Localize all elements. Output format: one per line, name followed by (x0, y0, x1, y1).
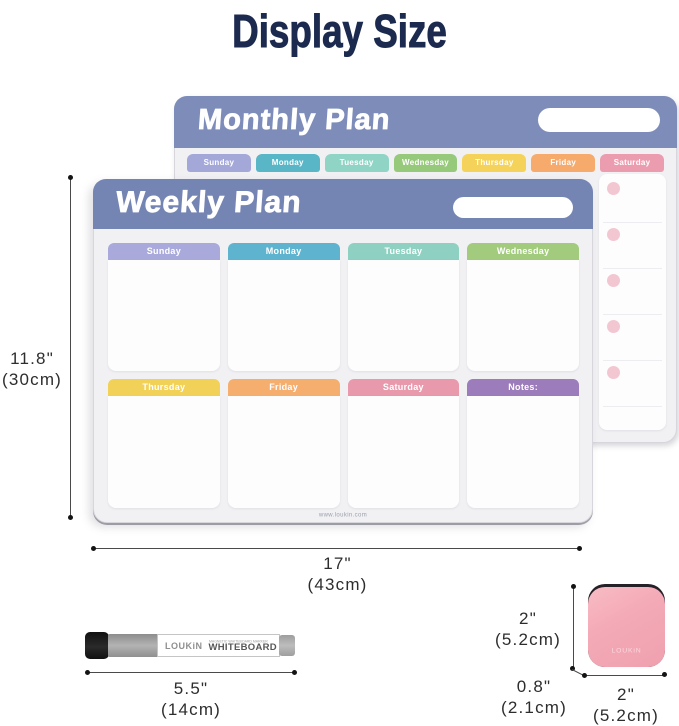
weekly-day-tab: Tuesday (347, 243, 460, 260)
dimension-endpoint-dot (571, 584, 576, 589)
dimension-endpoint-dot (91, 546, 96, 551)
magnetic-eraser: LOUKiN (588, 587, 665, 667)
marker-subtitle: MAGNETIC WHITEBOARD MARKER (208, 640, 268, 644)
weekly-day-tab: Notes: (467, 379, 579, 396)
eraser-width-label: 2" (5.2cm) (591, 684, 661, 726)
board-width-cm: (43cm) (307, 575, 368, 594)
marker-cap (85, 632, 109, 659)
monthly-day-tab: Saturday (600, 154, 665, 172)
monthly-board-title: Monthly Plan (196, 104, 392, 137)
monthly-saturday-cell (599, 174, 666, 430)
dimension-endpoint-dot (582, 673, 587, 678)
eraser-height-dimension-line (573, 586, 574, 669)
monthly-day-tab: Wednesday (393, 154, 458, 172)
weekly-cell: Tuesday (347, 243, 460, 371)
marker-length-label: 5.5" (14cm) (87, 678, 295, 720)
eraser-depth-cm: (2.1cm) (500, 698, 568, 717)
weekly-row-1: Sunday Monday Tuesday Wednesday (108, 243, 579, 371)
marker-label: WHITEBOARD (208, 642, 277, 654)
dimension-endpoint-dot (68, 175, 73, 180)
weekly-board-header: Weekly Plan (93, 179, 593, 229)
eraser-brand: LOUKiN (611, 646, 642, 655)
row-divider (603, 360, 662, 361)
board-height-label: 11.8" (30cm) (0, 348, 64, 390)
weekly-cell-body (467, 260, 579, 371)
weekly-plan-board: Weekly Plan Sunday Monday Tuesday Wednes… (93, 179, 593, 523)
weekly-cell-body (227, 396, 340, 508)
magnet-dot (607, 366, 620, 379)
board-width-dimension-line (93, 548, 580, 549)
marker-text: MAGNETIC WHITEBOARD MARKER WHITEBOARD (209, 638, 310, 653)
marker-end-cap (279, 635, 295, 656)
website-url: www.loukin.com (318, 511, 368, 518)
marker-body: LOUKiN MAGNETIC WHITEBOARD MARKER WHITEB… (157, 634, 280, 657)
board-height-cm: (30cm) (1, 370, 63, 389)
dimension-endpoint-dot (577, 546, 582, 551)
marker-grip (108, 634, 159, 657)
eraser-height-inches: 2" (519, 609, 537, 628)
weekly-day-tab: Friday (227, 379, 340, 396)
whiteboard-marker: LOUKiN MAGNETIC WHITEBOARD MARKER WHITEB… (85, 632, 295, 659)
monthly-name-pill (538, 108, 660, 132)
weekly-cell-body (108, 396, 220, 508)
monthly-day-tab: Tuesday (324, 154, 389, 172)
row-divider (603, 222, 662, 223)
weekly-day-tab: Thursday (108, 379, 220, 396)
marker-length-dimension-line (87, 672, 295, 673)
dimension-endpoint-dot (68, 515, 73, 520)
weekly-cell: Monday (227, 243, 340, 371)
weekly-cell: Notes: (467, 379, 579, 508)
weekly-day-tab: Saturday (347, 379, 460, 396)
weekly-cell: Sunday (108, 243, 220, 371)
board-width-label: 17" (43cm) (94, 553, 581, 595)
dimension-endpoint-dot (662, 672, 667, 677)
row-divider (603, 406, 662, 407)
monthly-board-header: Monthly Plan (174, 96, 677, 148)
weekly-name-pill (453, 197, 573, 218)
dimension-endpoint-dot (85, 670, 90, 675)
eraser-depth-label: 0.8" (2.1cm) (500, 676, 568, 718)
weekly-board-title: Weekly Plan (114, 186, 303, 220)
monthly-day-tab: Thursday (462, 154, 527, 172)
dimension-endpoint-dot (292, 670, 297, 675)
weekly-cell: Friday (227, 379, 340, 508)
weekly-cell-body (347, 396, 460, 508)
magnet-dot (607, 274, 620, 287)
weekly-day-tab: Sunday (108, 243, 220, 260)
weekly-cell-body (347, 260, 460, 371)
marker-brand: LOUKiN (165, 640, 203, 651)
board-height-dimension-line (70, 178, 71, 518)
weekly-cell-body (227, 260, 340, 371)
eraser-width-cm: (5.2cm) (592, 706, 660, 725)
eraser-height-label: 2" (5.2cm) (495, 608, 561, 650)
row-divider (603, 314, 662, 315)
monthly-day-tab: Friday (531, 154, 596, 172)
monthly-day-tab: Monday (255, 154, 320, 172)
board-width-inches: 17" (323, 554, 352, 573)
weekly-cell-body (467, 396, 579, 508)
weekly-row-2: Thursday Friday Saturday Notes: (108, 379, 579, 508)
weekly-day-tab: Monday (227, 243, 340, 260)
monthly-day-row: Sunday Monday Tuesday Wednesday Thursday… (187, 154, 665, 172)
weekly-cell: Saturday (347, 379, 460, 508)
weekly-cell-body (108, 260, 220, 371)
weekly-cell: Wednesday (467, 243, 579, 371)
marker-length-cm: (14cm) (160, 700, 222, 719)
eraser-height-cm: (5.2cm) (495, 630, 562, 649)
magnet-dot (607, 320, 620, 333)
page-title: Display Size (232, 5, 448, 58)
magnet-dot (607, 182, 620, 195)
marker-length-inches: 5.5" (173, 679, 209, 698)
magnet-dot (607, 228, 620, 241)
weekly-cell: Thursday (108, 379, 220, 508)
eraser-depth-inches: 0.8" (516, 677, 552, 696)
monthly-day-tab: Sunday (187, 154, 251, 172)
weekly-day-tab: Wednesday (467, 243, 579, 260)
eraser-width-dimension-line (584, 675, 665, 676)
board-height-inches: 11.8" (10, 349, 54, 368)
eraser-width-inches: 2" (617, 685, 635, 704)
row-divider (603, 268, 662, 269)
dimension-endpoint-dot (570, 666, 575, 671)
